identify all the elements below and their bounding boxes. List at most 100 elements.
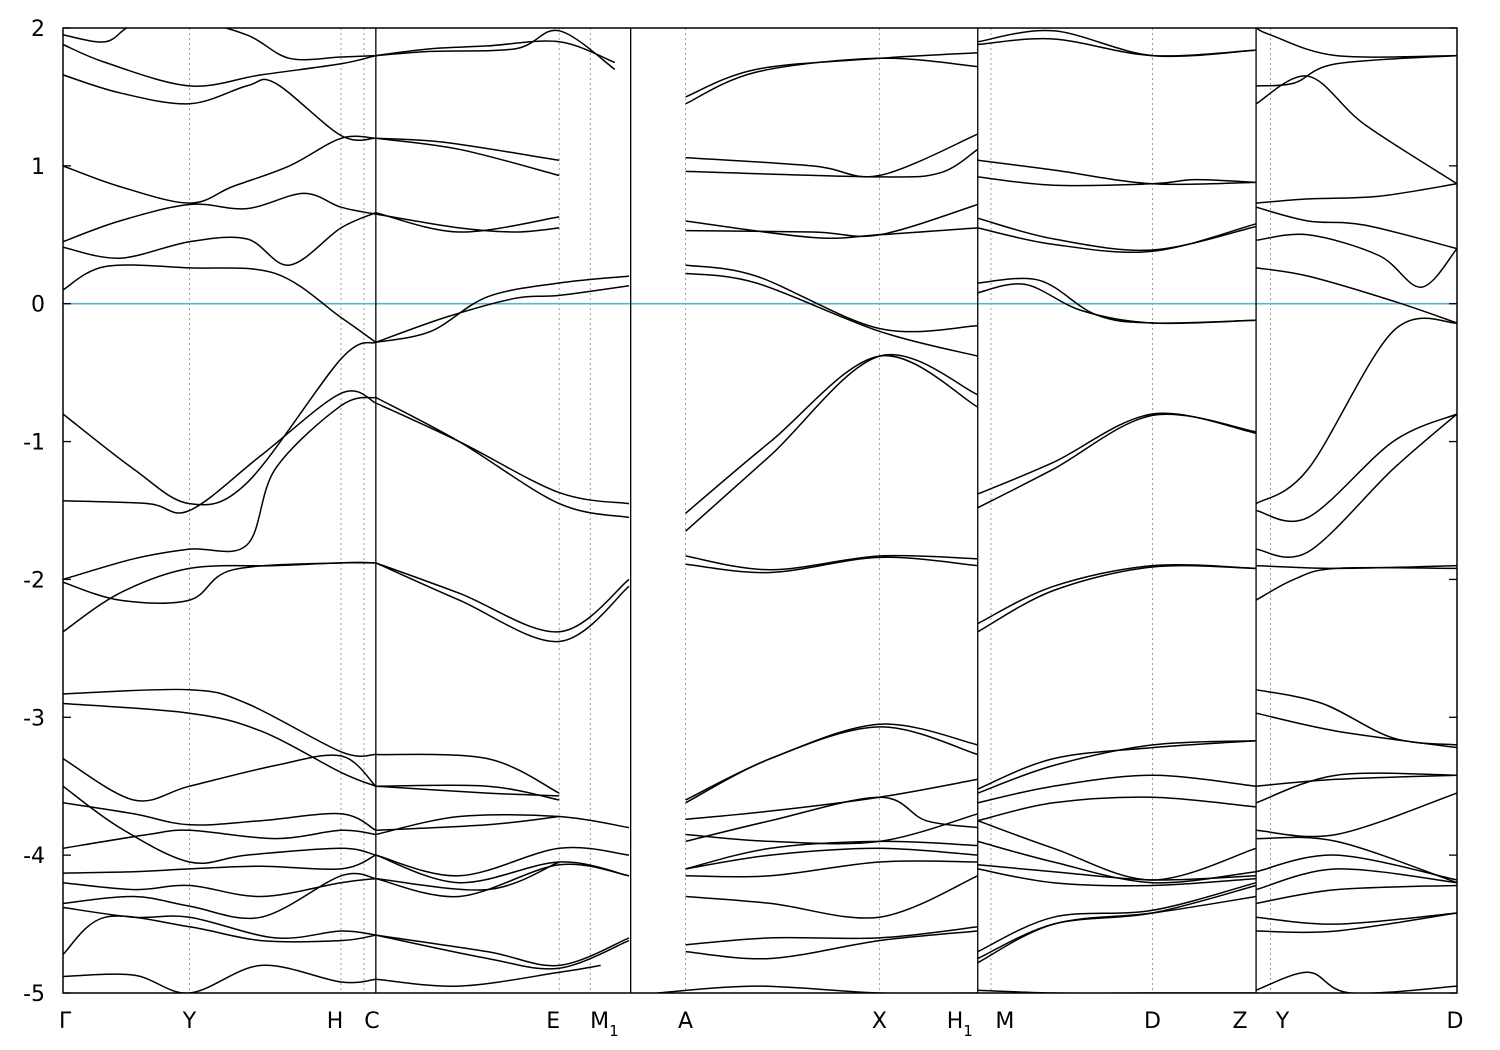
band-9-segment-0 xyxy=(63,396,376,581)
band-8-segment-4 xyxy=(1255,413,1457,523)
band-13-segment-2 xyxy=(685,726,979,804)
band-3-segment-2 xyxy=(685,148,979,178)
band-5-segment-3 xyxy=(977,223,1257,254)
band-14-segment-2 xyxy=(685,778,978,821)
plot-frame xyxy=(62,27,1458,994)
band-20-segment-0 xyxy=(63,872,376,920)
kpoint-label-A: A xyxy=(678,1009,693,1034)
band-22-segment-1 xyxy=(375,934,630,970)
band-15-segment-2 xyxy=(685,796,978,843)
band-13-segment-1 xyxy=(375,785,560,797)
band-16-segment-4 xyxy=(1256,792,1457,838)
band-2-segment-4 xyxy=(1255,75,1457,185)
band-6-segment-0 xyxy=(63,264,377,343)
band-10-segment-0 xyxy=(63,561,376,633)
band-16-segment-0 xyxy=(63,829,376,850)
band-16-segment-3 xyxy=(977,819,1257,881)
band-21-segment-0 xyxy=(63,906,376,940)
band-1-segment-2 xyxy=(685,57,978,105)
kpoint-label-M: M xyxy=(995,1009,1014,1034)
band-6-segment-4 xyxy=(1255,267,1457,324)
band-19-segment-0 xyxy=(63,877,376,898)
kpoint-label-D: D xyxy=(1447,1009,1464,1034)
band-13-segment-3 xyxy=(977,739,1257,794)
band-16-segment-1 xyxy=(375,813,630,836)
band-9-segment-2 xyxy=(685,353,979,532)
band-2-segment-0 xyxy=(63,74,376,142)
kpoint-label-H1: H1 xyxy=(947,1009,973,1040)
band-17-segment-1 xyxy=(375,846,630,877)
band-23-segment-0 xyxy=(63,964,376,993)
band-14-segment-4 xyxy=(1256,774,1457,787)
bands xyxy=(63,28,1457,993)
band-1-segment-1 xyxy=(375,29,616,71)
band-16-segment-2 xyxy=(685,813,979,845)
band-5-segment-0 xyxy=(63,212,377,266)
band-8-segment-3 xyxy=(977,412,1257,495)
band-20-segment-1 xyxy=(375,861,560,891)
band-18-segment-2 xyxy=(685,840,978,870)
band-3-segment-4 xyxy=(1256,183,1457,204)
band-12-segment-1 xyxy=(375,753,560,794)
band-4-segment-3 xyxy=(977,217,1257,252)
band-20-segment-3 xyxy=(977,881,1257,953)
band-18-segment-3 xyxy=(977,864,1257,881)
band-2-segment-1 xyxy=(375,137,560,162)
y-axis: -5 -4 -3 -2 -1 0 1 2 xyxy=(23,17,1457,1007)
band-18-segment-1 xyxy=(375,854,630,884)
kpoint-label-C: C xyxy=(364,1009,379,1034)
band-4-segment-1 xyxy=(375,213,560,233)
segment-dividers xyxy=(375,28,1257,993)
band-19-segment-2 xyxy=(685,860,978,878)
y-tick-label: -5 xyxy=(23,982,45,1007)
band-22-segment-0 xyxy=(63,915,376,955)
band-14-segment-3 xyxy=(977,774,1257,804)
band-6-segment-2 xyxy=(685,264,978,333)
band-7-segment-3 xyxy=(977,283,1257,325)
band-7-segment-0 xyxy=(63,341,377,506)
band-14-segment-1 xyxy=(375,784,560,801)
band-4-segment-4 xyxy=(1255,206,1457,250)
band-23-segment-3 xyxy=(977,989,1257,993)
band-15-segment-3 xyxy=(977,796,1257,822)
y-tick-label: -2 xyxy=(23,568,45,593)
band-15-segment-4 xyxy=(1255,772,1457,804)
kpoint-label-X: X xyxy=(872,1009,887,1034)
band-12-segment-0 xyxy=(63,688,376,758)
band-7-segment-2 xyxy=(685,272,978,357)
band-14-segment-0 xyxy=(63,754,377,802)
band-17-segment-3 xyxy=(977,840,1257,884)
band-10-segment-1 xyxy=(375,562,630,633)
y-tick-label: 2 xyxy=(31,17,45,42)
band-3-segment-3 xyxy=(977,176,1257,187)
band-11-segment-2 xyxy=(685,556,978,574)
band-22-segment-3 xyxy=(977,895,1257,964)
x-axis: Γ Y H C E M1 A X H1 M D Z Y D xyxy=(59,1009,1463,1040)
band-17-segment-4 xyxy=(1256,836,1457,884)
band-12-segment-3 xyxy=(977,739,1257,790)
band-13-segment-4 xyxy=(1255,712,1457,749)
band-8-segment-1 xyxy=(375,402,630,505)
band-18-segment-0 xyxy=(63,854,377,874)
band-0-segment-0 xyxy=(63,28,376,61)
band-6-segment-3 xyxy=(977,277,1257,324)
kpoint-label-H: H xyxy=(327,1009,344,1034)
band-9-segment-1 xyxy=(375,396,630,519)
band-18-segment-4 xyxy=(1255,854,1457,881)
band-11-segment-3 xyxy=(977,564,1257,633)
band-7-segment-1 xyxy=(375,285,630,344)
y-tick-label: -4 xyxy=(23,844,45,869)
kpoint-label-Z: Z xyxy=(1233,1009,1248,1034)
band-12-segment-4 xyxy=(1255,688,1457,746)
band-5-segment-2 xyxy=(685,220,978,240)
band-15-segment-0 xyxy=(63,802,377,831)
band-23-segment-2 xyxy=(657,985,978,993)
band-21-segment-2 xyxy=(685,926,978,946)
band-10-segment-3 xyxy=(977,563,1257,625)
kpoint-label-M1: M1 xyxy=(590,1009,619,1040)
band-8-segment-0 xyxy=(63,390,377,514)
band-17-segment-0 xyxy=(63,785,376,864)
band-12-segment-2 xyxy=(685,723,978,801)
band-1-segment-3 xyxy=(977,37,1257,57)
band-8-segment-2 xyxy=(685,354,979,514)
